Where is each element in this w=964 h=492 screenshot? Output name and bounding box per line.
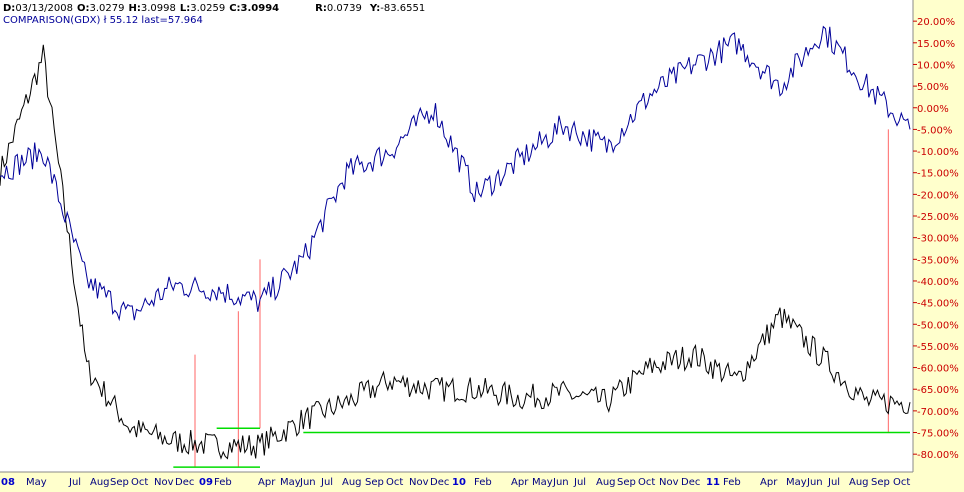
x-tick-label: Apr <box>258 477 276 488</box>
x-tick-label: Apr <box>760 477 778 488</box>
y-tick-label: 0.00% <box>917 104 949 115</box>
y-tick-label: -70.00% <box>917 407 959 418</box>
y-tick-label: 15.00% <box>917 39 955 50</box>
readout-value: 3.0279 <box>89 3 124 14</box>
x-tick-label: Sep <box>365 477 384 488</box>
x-tick-label: May <box>532 477 553 488</box>
y-tick-label: -55.00% <box>917 342 959 353</box>
y-tick-label: -30.00% <box>917 234 959 245</box>
y-tick-label: -20.00% <box>917 190 959 201</box>
y-axis: 20.00% 15.00% 10.00% 5.00% 0.00% -5.00% -10.00… <box>913 17 959 461</box>
x-tick-label: Jul <box>827 477 840 488</box>
readout-value: 3.0259 <box>190 3 225 14</box>
y-tick-label: -50.00% <box>917 320 959 331</box>
x-tick-label: Oct <box>131 477 148 488</box>
x-tick-label: 09 <box>199 477 213 488</box>
x-axis: 08 May Jul Aug Sep Oct Nov Dec 09 Feb Apr May Jun Jul… <box>1 477 910 488</box>
x-tick-label: Nov <box>409 477 429 488</box>
y-tick-label: -15.00% <box>917 169 959 180</box>
x-tick-label: Apr <box>511 477 529 488</box>
readout-value: 03/13/2008 <box>15 3 73 14</box>
y-tick-label: -80.00% <box>917 450 959 461</box>
x-tick-label: Sep <box>110 477 129 488</box>
x-tick-label: Jun <box>806 477 823 488</box>
readout-label: D: <box>3 3 15 14</box>
readout-label: O: <box>77 3 90 14</box>
x-tick-label: Jul <box>320 477 333 488</box>
x-tick-label: Oct <box>386 477 403 488</box>
readout-label: Y: <box>369 3 380 14</box>
x-tick-label: Dec <box>681 477 700 488</box>
y-tick-label: -35.00% <box>917 255 959 266</box>
x-tick-label: Feb <box>474 477 492 488</box>
support-levels <box>173 427 910 468</box>
primary-series-line <box>0 44 911 460</box>
y-tick-label: 5.00% <box>917 82 949 93</box>
plot-area <box>0 0 913 472</box>
x-tick-label: 11 <box>706 477 720 488</box>
y-axis-panel <box>913 0 964 472</box>
x-tick-label: May <box>280 477 301 488</box>
x-tick-label: Oct <box>893 477 910 488</box>
readout-value: 0.0739 <box>327 3 362 14</box>
x-tick-label: 10 <box>452 477 466 488</box>
y-tick-label: -65.00% <box>917 385 959 396</box>
x-tick-label: Dec <box>430 477 449 488</box>
comparison-label: COMPARISON(GDX) ł 55.12 last=57.964 <box>3 15 203 26</box>
x-tick-label: Aug <box>849 477 869 488</box>
readout-label: L: <box>180 3 190 14</box>
x-tick-label: Aug <box>596 477 616 488</box>
x-tick-label: May <box>786 477 807 488</box>
x-tick-label: Sep <box>617 477 636 488</box>
x-tick-label: Nov <box>154 477 174 488</box>
y-tick-label: -75.00% <box>917 429 959 440</box>
readout-label: R: <box>315 3 327 14</box>
x-tick-label: Sep <box>871 477 890 488</box>
x-tick-label: Dec <box>175 477 194 488</box>
readout-value: -83.6551 <box>380 3 425 14</box>
y-tick-label: -25.00% <box>917 212 959 223</box>
x-tick-label: Feb <box>214 477 232 488</box>
x-tick-label: Jun <box>299 477 316 488</box>
series-lines <box>0 25 911 460</box>
readout-value: 3.0994 <box>241 3 280 14</box>
readout-label: C: <box>229 3 240 14</box>
x-tick-label: Nov <box>659 477 679 488</box>
x-tick-label: Jul <box>68 477 81 488</box>
readout-value: 3.0998 <box>141 3 176 14</box>
x-tick-label: Oct <box>638 477 655 488</box>
x-tick-label: Jun <box>552 477 569 488</box>
y-tick-label: 10.00% <box>917 60 955 71</box>
y-tick-label: 20.00% <box>917 17 955 28</box>
comparison-series-line <box>0 25 911 322</box>
y-tick-label: -40.00% <box>917 277 959 288</box>
x-tick-label: Jul <box>573 477 586 488</box>
x-tick-label: Aug <box>342 477 362 488</box>
ohlc-readout: D:03/13/2008 O:3.0279 H:3.0998 L:3.0259 C:3.… <box>3 3 425 14</box>
y-tick-label: -5.00% <box>917 125 952 136</box>
readout-label: H: <box>128 3 140 14</box>
x-tick-label: May <box>26 477 47 488</box>
y-tick-label: -60.00% <box>917 364 959 375</box>
x-axis-panel <box>0 472 964 492</box>
y-tick-label: -45.00% <box>917 299 959 310</box>
y-tick-label: -10.00% <box>917 147 959 158</box>
x-tick-label: Feb <box>723 477 741 488</box>
header: D:03/13/2008 O:3.0279 H:3.0998 L:3.0259 C:3.… <box>3 3 425 26</box>
x-tick-label: Aug <box>90 477 110 488</box>
x-tick-label: 08 <box>1 477 15 488</box>
